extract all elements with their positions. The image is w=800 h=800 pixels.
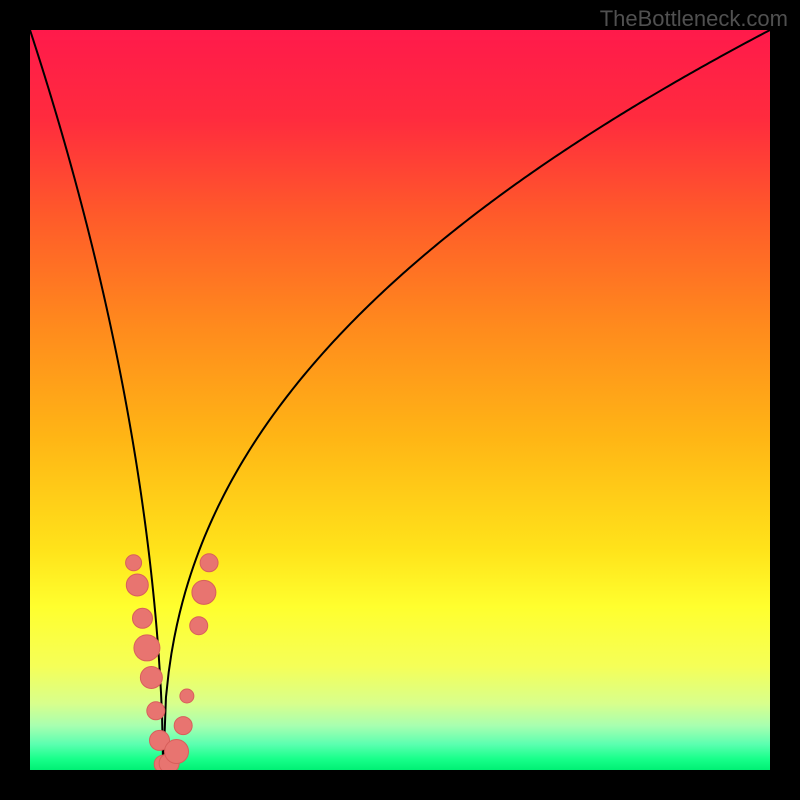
data-marker [140,667,162,689]
chart-svg [0,0,800,800]
data-marker [126,574,148,596]
data-marker [180,689,194,703]
data-marker [192,580,216,604]
data-marker [134,635,160,661]
data-marker [200,554,218,572]
data-marker [174,717,192,735]
data-marker [190,617,208,635]
chart-root: TheBottleneck.com [0,0,800,800]
data-marker [132,608,152,628]
data-marker [126,555,142,571]
data-marker [147,702,165,720]
data-marker [165,740,189,764]
